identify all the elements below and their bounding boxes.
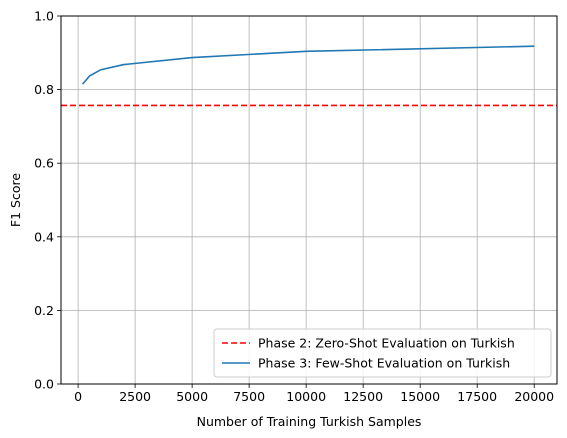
legend: Phase 2: Zero-Shot Evaluation on Turkish… (213, 328, 552, 378)
x-tick-label: 17500 (457, 389, 497, 404)
y-tick-label: 0.4 (34, 229, 54, 244)
y-tick-label: 0.0 (34, 377, 54, 392)
y-axis-ticks: 0.0 0.2 0.4 0.6 0.8 1.0 (34, 9, 61, 392)
x-tick-label: 12500 (343, 389, 383, 404)
y-axis-label: F1 Score (8, 173, 23, 227)
legend-box (213, 328, 552, 378)
y-tick-label: 1.0 (34, 9, 54, 24)
legend-label-series: Phase 3: Few-Shot Evaluation on Turkish (258, 356, 510, 371)
y-tick-label: 0.6 (34, 156, 54, 171)
y-tick-label: 0.2 (34, 303, 54, 318)
x-tick-label: 2500 (119, 389, 151, 404)
y-tick-label: 0.8 (34, 82, 54, 97)
x-tick-label: 5000 (176, 389, 208, 404)
x-tick-label: 0 (74, 389, 82, 404)
legend-label-baseline: Phase 2: Zero-Shot Evaluation on Turkish (258, 336, 515, 351)
x-axis-ticks: 0 2500 5000 7500 10000 12500 15000 17500 20000 (74, 384, 554, 404)
series-line (82, 45, 535, 85)
plot-frame (60, 15, 558, 385)
plot-series (61, 45, 557, 107)
x-axis-label: Number of Training Turkish Samples (197, 414, 422, 429)
grid-lines (61, 15, 557, 385)
x-tick-label: 7500 (233, 389, 265, 404)
x-tick-label: 20000 (514, 389, 554, 404)
x-tick-label: 10000 (286, 389, 326, 404)
x-tick-label: 15000 (400, 389, 440, 404)
